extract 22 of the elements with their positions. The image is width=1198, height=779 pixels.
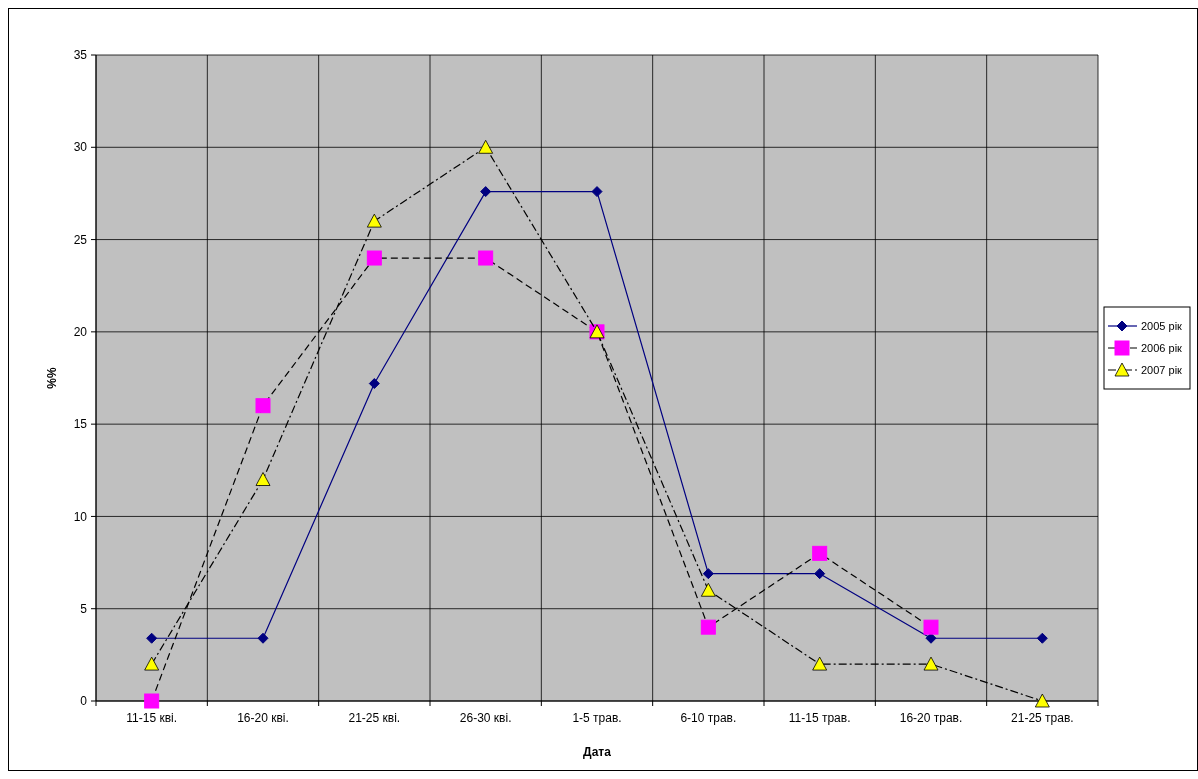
x-tick-label: 11-15 кві.: [126, 711, 178, 725]
y-tick-label: 25: [73, 232, 88, 247]
legend-label: 2005 рік: [1141, 319, 1183, 332]
y-tick-label: 0: [80, 694, 88, 709]
y-tick-label: 5: [80, 601, 88, 616]
y-tick-label: 20: [73, 325, 88, 340]
y-axis-title: %%: [45, 367, 59, 389]
y-tick-label: 15: [73, 417, 88, 432]
y-tick-label: 35: [73, 48, 88, 63]
x-tick-label: 21-25 кві.: [348, 711, 401, 725]
y-tick-label: 30: [73, 140, 88, 155]
x-tick-label: 6-10 трав.: [680, 711, 737, 725]
x-tick-label: 16-20 кві.: [237, 711, 289, 725]
y-tick-label: 10: [73, 509, 88, 524]
x-tick-label: 21-25 трав.: [1011, 711, 1074, 725]
x-axis-title: Дата: [583, 745, 612, 759]
x-tick-label: 1-5 трав.: [572, 711, 622, 725]
x-tick-label: 16-20 трав.: [899, 711, 963, 725]
x-tick-label: 26-30 кві.: [459, 711, 512, 725]
x-tick-label: 11-15 трав.: [788, 711, 851, 725]
legend-label: 2007 рік: [1141, 363, 1183, 376]
legend-label: 2006 рік: [1141, 341, 1183, 354]
